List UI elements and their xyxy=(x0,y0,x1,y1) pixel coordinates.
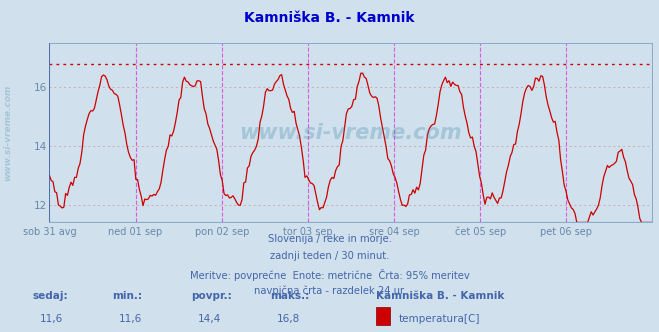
Text: 11,6: 11,6 xyxy=(40,314,63,324)
Text: 11,6: 11,6 xyxy=(119,314,142,324)
Text: Kamniška B. - Kamnik: Kamniška B. - Kamnik xyxy=(244,11,415,25)
Text: Slovenija / reke in morje.: Slovenija / reke in morje. xyxy=(268,234,391,244)
Text: zadnji teden / 30 minut.: zadnji teden / 30 minut. xyxy=(270,251,389,261)
Text: 14,4: 14,4 xyxy=(198,314,221,324)
Text: min.:: min.: xyxy=(112,291,142,301)
Text: navpična črta - razdelek 24 ur: navpična črta - razdelek 24 ur xyxy=(254,286,405,296)
Text: sedaj:: sedaj: xyxy=(33,291,69,301)
Text: www.si-vreme.com: www.si-vreme.com xyxy=(3,85,13,181)
Text: maks.:: maks.: xyxy=(270,291,310,301)
Text: temperatura[C]: temperatura[C] xyxy=(399,314,480,324)
Text: Kamniška B. - Kamnik: Kamniška B. - Kamnik xyxy=(376,291,504,301)
Text: www.si-vreme.com: www.si-vreme.com xyxy=(240,123,462,143)
Text: 16,8: 16,8 xyxy=(277,314,300,324)
Text: povpr.:: povpr.: xyxy=(191,291,232,301)
Text: Meritve: povprečne  Enote: metrične  Črta: 95% meritev: Meritve: povprečne Enote: metrične Črta:… xyxy=(190,269,469,281)
